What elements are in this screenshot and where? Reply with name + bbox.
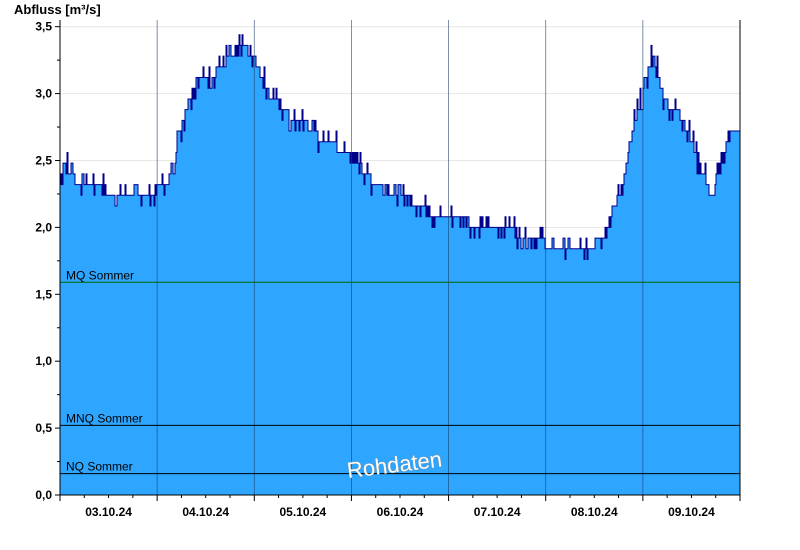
x-tick-label: 06.10.24 bbox=[377, 505, 424, 519]
y-tick-label: 3,0 bbox=[35, 87, 52, 101]
y-tick-label: 0,0 bbox=[35, 488, 52, 502]
y-axis-title: Abfluss [m³/s] bbox=[14, 2, 101, 17]
axes: 0,0 0,5 1,0 1,5 2,0 2,5 3,0 3,5 03.10.24 04.10.24… bbox=[35, 20, 741, 519]
y-tick-label: 1,5 bbox=[35, 287, 52, 301]
y-tick-label: 3,5 bbox=[35, 20, 52, 34]
y-tick-label: 0,5 bbox=[35, 421, 52, 435]
y-tick-label: 2,5 bbox=[35, 153, 52, 167]
x-tick-label: 05.10.24 bbox=[279, 505, 326, 519]
reference-label: MQ Sommer bbox=[66, 268, 134, 282]
reference-label: NQ Sommer bbox=[66, 460, 133, 474]
x-tick-label: 03.10.24 bbox=[85, 505, 132, 519]
x-tick-label: 04.10.24 bbox=[182, 505, 229, 519]
discharge-area bbox=[60, 34, 740, 495]
y-tick-label: 2,0 bbox=[35, 220, 52, 234]
plot-area: MQ Sommer MNQ Sommer NQ Sommer bbox=[60, 20, 741, 496]
reference-label: MNQ Sommer bbox=[66, 411, 143, 425]
x-tick-label: 08.10.24 bbox=[571, 505, 618, 519]
x-tick-label: 09.10.24 bbox=[668, 505, 715, 519]
discharge-line bbox=[60, 34, 741, 261]
y-tick-label: 1,0 bbox=[35, 354, 52, 368]
x-tick-label: 07.10.24 bbox=[474, 505, 521, 519]
